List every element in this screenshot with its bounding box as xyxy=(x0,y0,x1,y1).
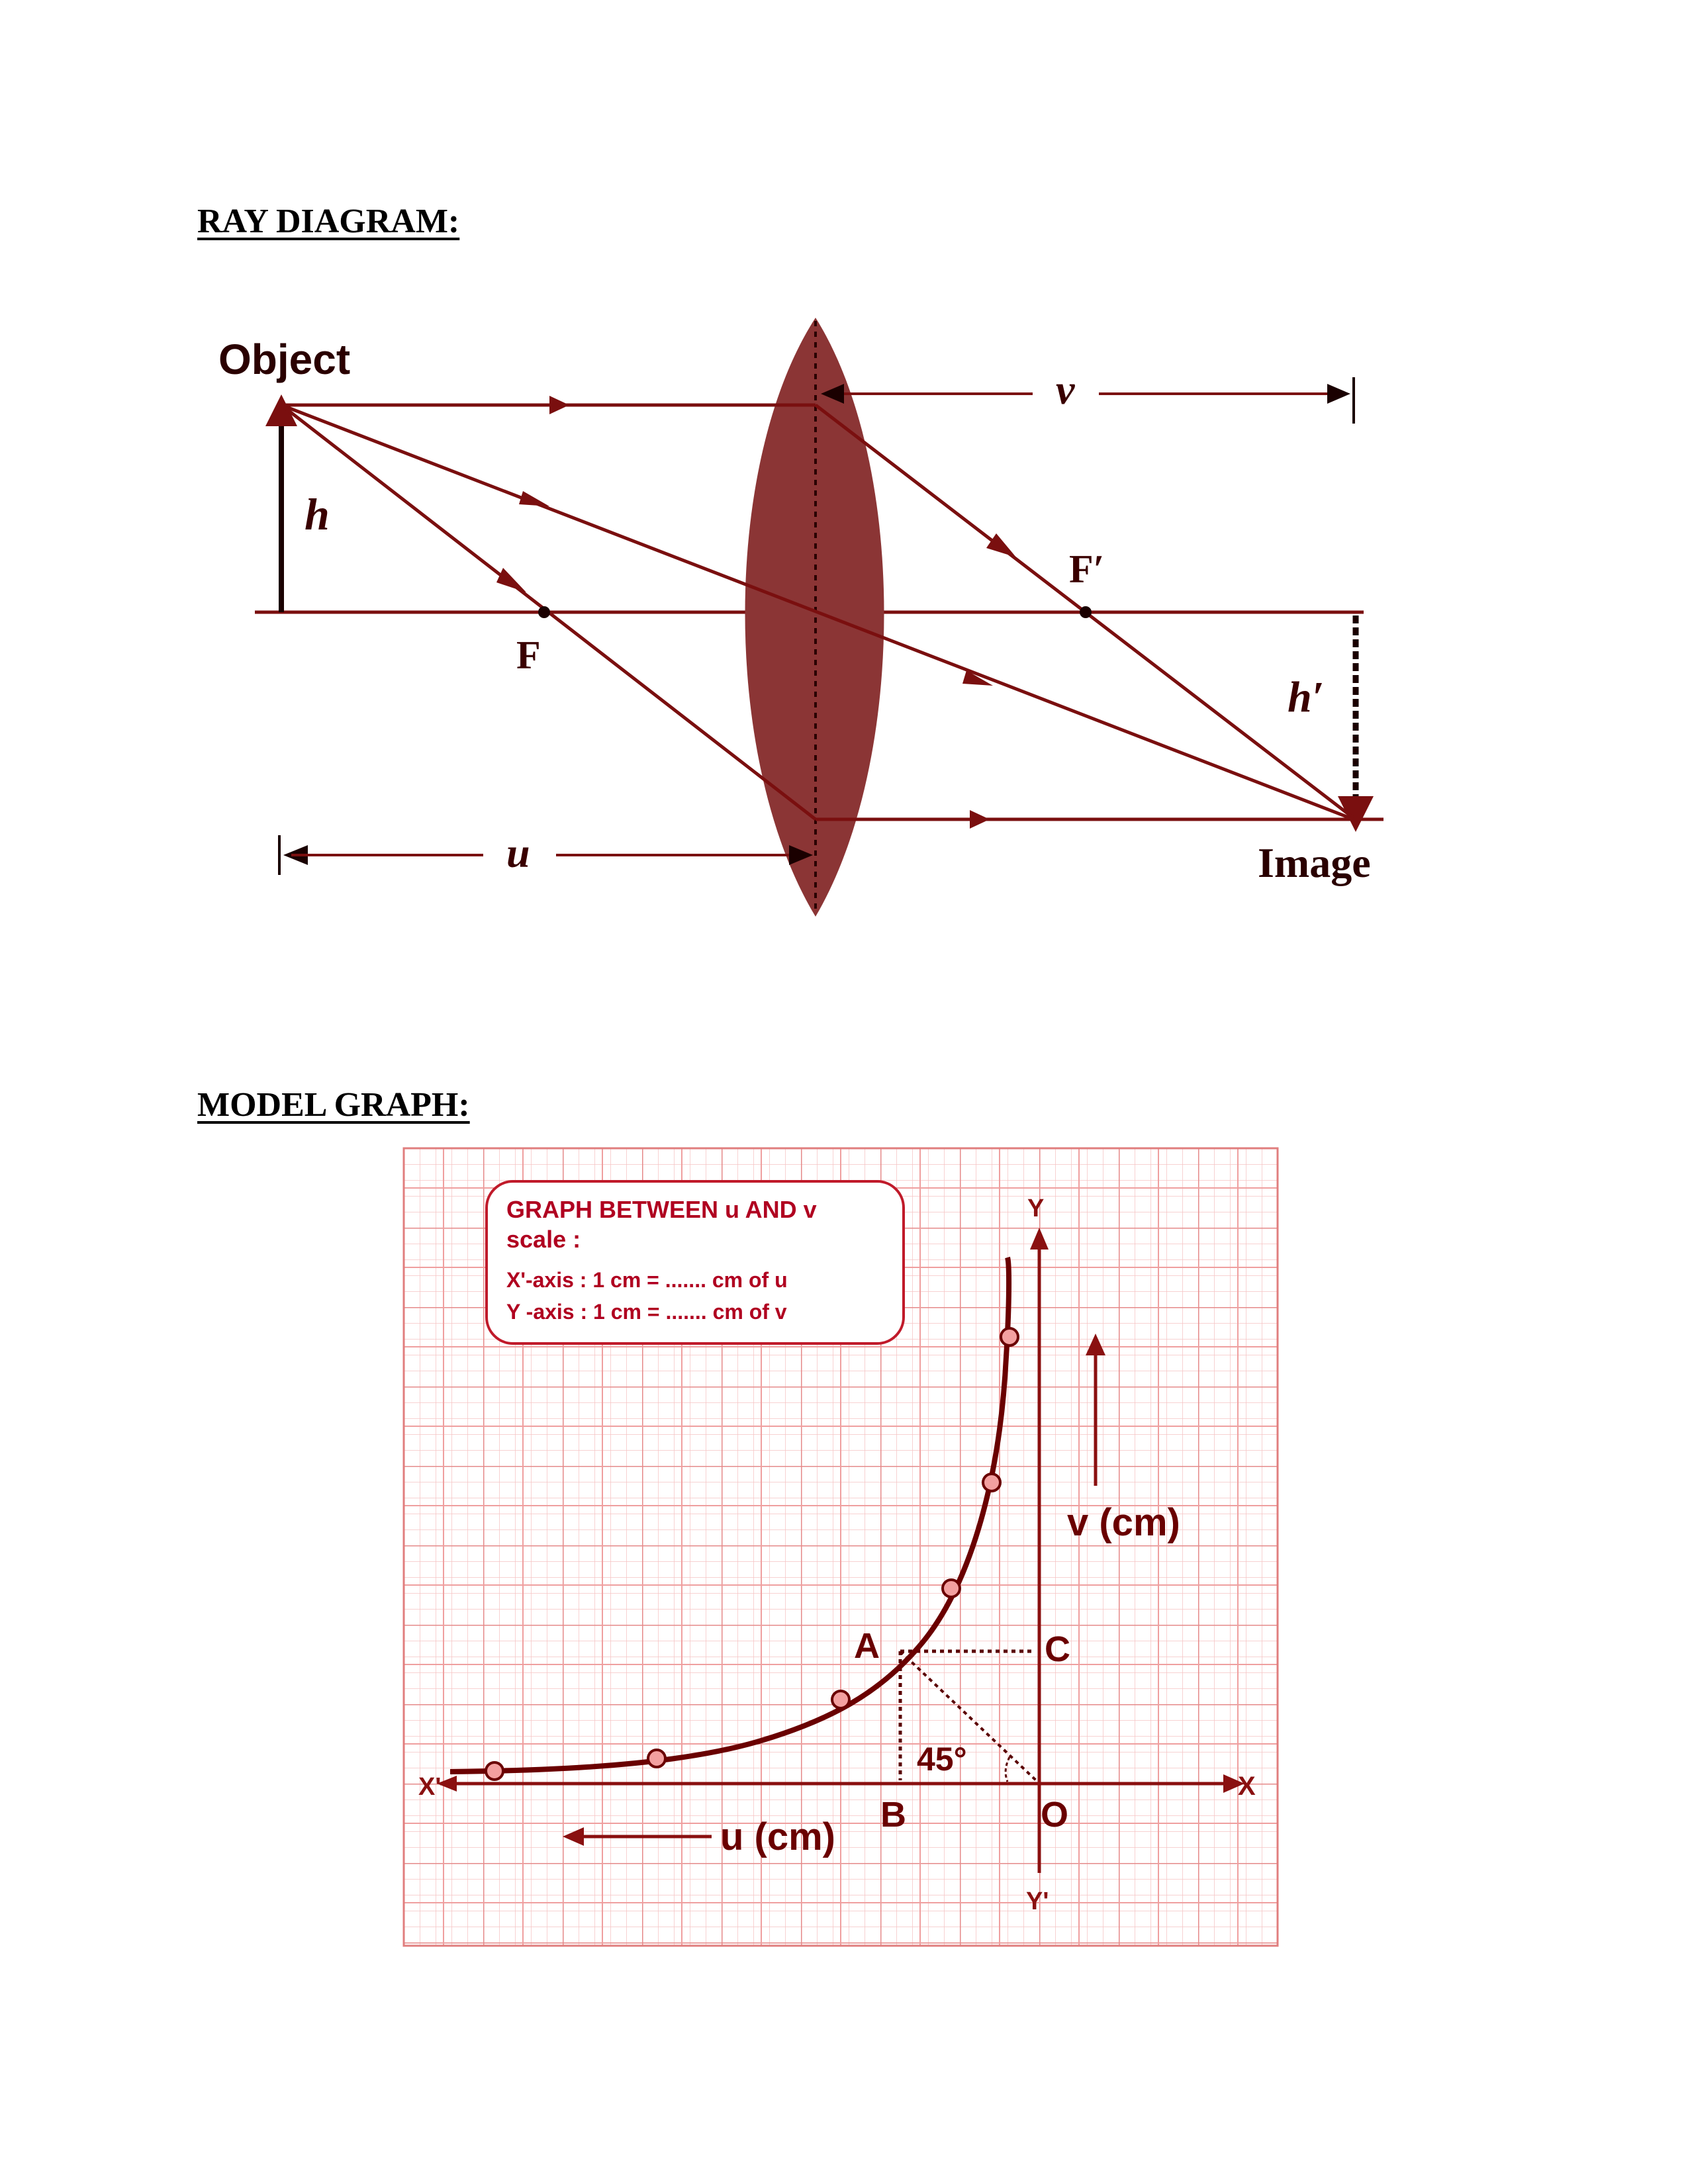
box-y-scale: Y -axis : 1 cm = ....... cm of v xyxy=(506,1300,787,1324)
ray-through-f-arrowhead xyxy=(496,568,526,592)
x-axis-label: X xyxy=(1238,1772,1256,1801)
object-label: Object xyxy=(218,336,350,383)
ray-center-arrowhead-2 xyxy=(962,670,993,686)
data-point xyxy=(831,1690,851,1709)
box-x-scale: X'-axis : 1 cm = ....... cm of u xyxy=(506,1268,788,1292)
v-arrowhead-right xyxy=(1327,384,1350,404)
ray-center-arrowhead-1 xyxy=(519,491,549,506)
point-b-label: B xyxy=(880,1795,906,1835)
u-direction-arrowhead xyxy=(563,1827,584,1846)
image-label: Image xyxy=(1258,839,1371,886)
angle-label: 45° xyxy=(917,1741,967,1778)
ray-through-f-prime-arrowhead xyxy=(986,533,1016,557)
data-point xyxy=(982,1473,1002,1492)
x-prime-axis-label: X' xyxy=(418,1773,441,1801)
h-prime-label: h′ xyxy=(1288,673,1324,721)
v-direction-arrowhead xyxy=(1086,1334,1105,1355)
point-c-label: C xyxy=(1045,1629,1070,1669)
box-title: GRAPH BETWEEN u AND v xyxy=(506,1196,817,1223)
y-axis-arrowhead xyxy=(1030,1228,1049,1250)
h-label: h xyxy=(305,489,330,539)
ray-diagram-heading: RAY DIAGRAM: xyxy=(197,203,460,240)
v-cm-label: v (cm) xyxy=(1067,1501,1180,1544)
convex-lens xyxy=(745,318,884,917)
x-prime-arrowhead xyxy=(437,1776,457,1792)
ray-parallel-out-arrowhead xyxy=(970,810,990,829)
ray-through-center xyxy=(281,403,1358,823)
focus-f-point xyxy=(538,606,550,618)
origin-label: O xyxy=(1041,1795,1068,1835)
data-point xyxy=(647,1749,667,1768)
model-graph-heading: MODEL GRAPH: xyxy=(197,1086,470,1124)
y-axis-label: Y xyxy=(1027,1195,1044,1222)
y-prime-axis-label: Y' xyxy=(1026,1888,1049,1915)
v-arrowhead-left xyxy=(821,384,844,404)
ray-diagram: Object h F F′ h′ v u Image xyxy=(218,318,1383,917)
u-cm-label: u (cm) xyxy=(720,1815,835,1858)
v-label: v xyxy=(1056,366,1075,413)
scale-box xyxy=(485,1180,905,1345)
point-a-label: A xyxy=(854,1626,880,1666)
data-point xyxy=(485,1761,504,1781)
angle-arc xyxy=(1004,1756,1011,1782)
data-point xyxy=(941,1578,961,1598)
u-label: u xyxy=(506,829,530,876)
u-arrowhead-right xyxy=(789,845,813,865)
f-label: F xyxy=(516,633,541,677)
f-prime-label: F′ xyxy=(1069,547,1105,591)
box-scale: scale : xyxy=(506,1226,581,1253)
focus-f-prime-point xyxy=(1080,606,1092,618)
x-axis-arrowhead xyxy=(1223,1774,1244,1793)
model-graph: GRAPH BETWEEN u AND v scale : X'-axis : … xyxy=(402,1147,1279,1947)
data-point xyxy=(1000,1327,1019,1347)
ray-parallel-arrowhead xyxy=(549,396,569,414)
